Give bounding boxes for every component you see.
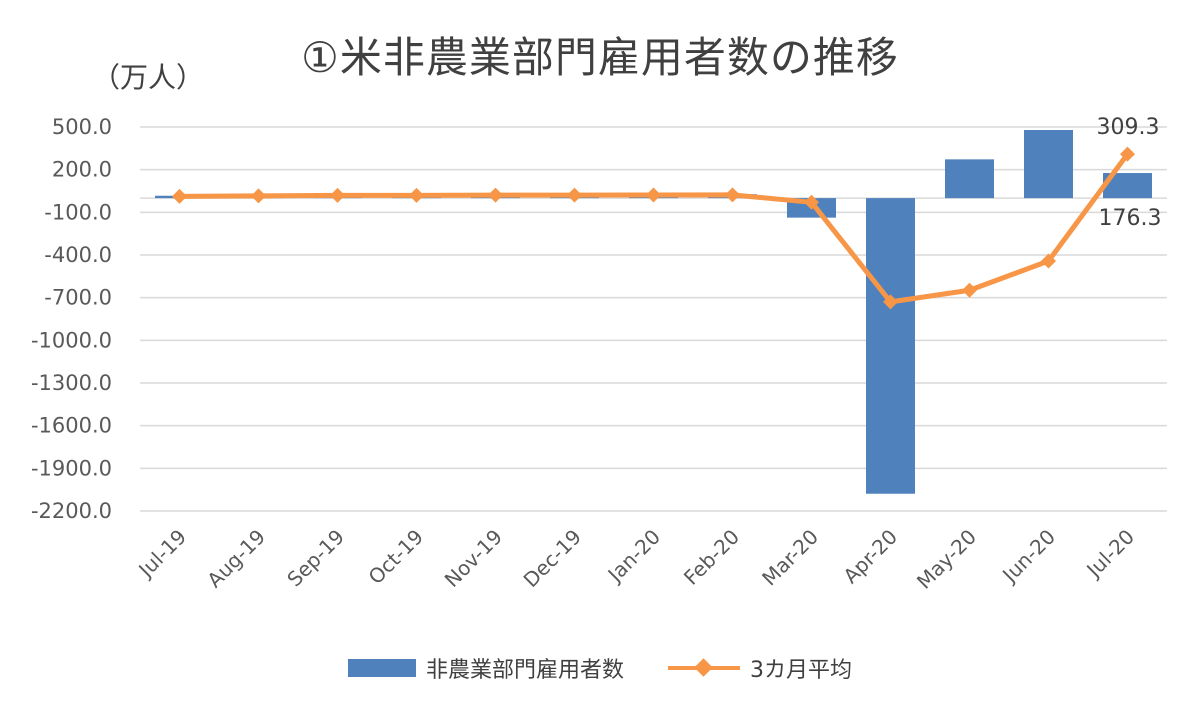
legend-bar-label: 非農業部門雇用者数 — [425, 658, 624, 683]
x-tick-label: Mar-20 — [757, 525, 823, 591]
y-tick-label: -2200.0 — [31, 499, 112, 523]
x-tick-label: Aug-19 — [202, 525, 270, 593]
x-tick-label: Jul-20 — [1080, 525, 1139, 584]
legend-item-line: 3カ月平均 — [668, 652, 852, 684]
line-marker — [1120, 146, 1135, 162]
x-tick-label: May-20 — [912, 525, 981, 594]
x-tick-label: Jan-20 — [602, 525, 665, 588]
chart-title: ①米非農業部門雇用者数の推移 — [301, 33, 899, 82]
y-tick-label: -100.0 — [44, 200, 112, 224]
x-axis-ticks: Jul-19 Aug-19 Sep-19 Oct-19 Nov-19 Dec-19 Jan-… — [132, 525, 1139, 594]
y-unit-label: （万人） — [92, 61, 205, 94]
line-marker — [962, 282, 977, 298]
line-marker — [725, 187, 740, 203]
y-tick-label: -1300.0 — [31, 371, 112, 395]
y-tick-label: -1000.0 — [31, 328, 112, 352]
line-series — [172, 146, 1135, 310]
y-tick-label: -400.0 — [44, 243, 112, 267]
line-marker — [330, 187, 345, 203]
data-label-line-last: 309.3 — [1097, 115, 1160, 140]
legend-line-label: 3カ月平均 — [750, 658, 852, 683]
line-marker — [409, 187, 424, 203]
legend-line-swatch — [668, 659, 740, 677]
x-tick-label: Jul-19 — [132, 525, 191, 584]
gridlines — [140, 126, 1167, 512]
x-tick-label: Apr-20 — [838, 525, 902, 589]
legend: 非農業部門雇用者数 3カ月平均 — [0, 652, 1200, 684]
line-marker — [488, 187, 503, 203]
legend-bar-swatch — [347, 659, 416, 677]
y-tick-label: -700.0 — [44, 286, 112, 310]
y-tick-label: 200.0 — [52, 158, 112, 182]
y-tick-label: -1600.0 — [31, 414, 112, 438]
y-tick-label: -1900.0 — [31, 456, 112, 480]
y-tick-label: 500.0 — [52, 115, 112, 139]
x-tick-label: Jun-20 — [996, 525, 1060, 589]
x-tick-label: Dec-19 — [519, 525, 586, 592]
line-marker — [804, 194, 819, 210]
x-tick-label: Sep-19 — [282, 525, 349, 592]
line-marker — [1041, 253, 1056, 269]
data-label-bar-last: 176.3 — [1099, 206, 1162, 231]
bar — [945, 159, 994, 199]
legend-item-bars: 非農業部門雇用者数 — [347, 652, 624, 684]
line-marker — [883, 294, 898, 310]
y-axis-ticks: 500.0 200.0 -100.0 -400.0 -700.0 -1000.0 -1300… — [31, 115, 112, 523]
bar-series — [155, 129, 1152, 494]
bar — [1024, 129, 1073, 199]
data-labels: 309.3 176.3 — [1097, 115, 1162, 231]
x-tick-label: Nov-19 — [440, 525, 507, 592]
line-marker — [646, 187, 661, 203]
bar — [866, 198, 915, 494]
line-marker — [251, 188, 266, 204]
line-marker — [567, 187, 582, 203]
x-tick-label: Oct-19 — [364, 525, 429, 590]
x-tick-label: Feb-20 — [679, 525, 744, 590]
line-marker — [172, 188, 187, 204]
